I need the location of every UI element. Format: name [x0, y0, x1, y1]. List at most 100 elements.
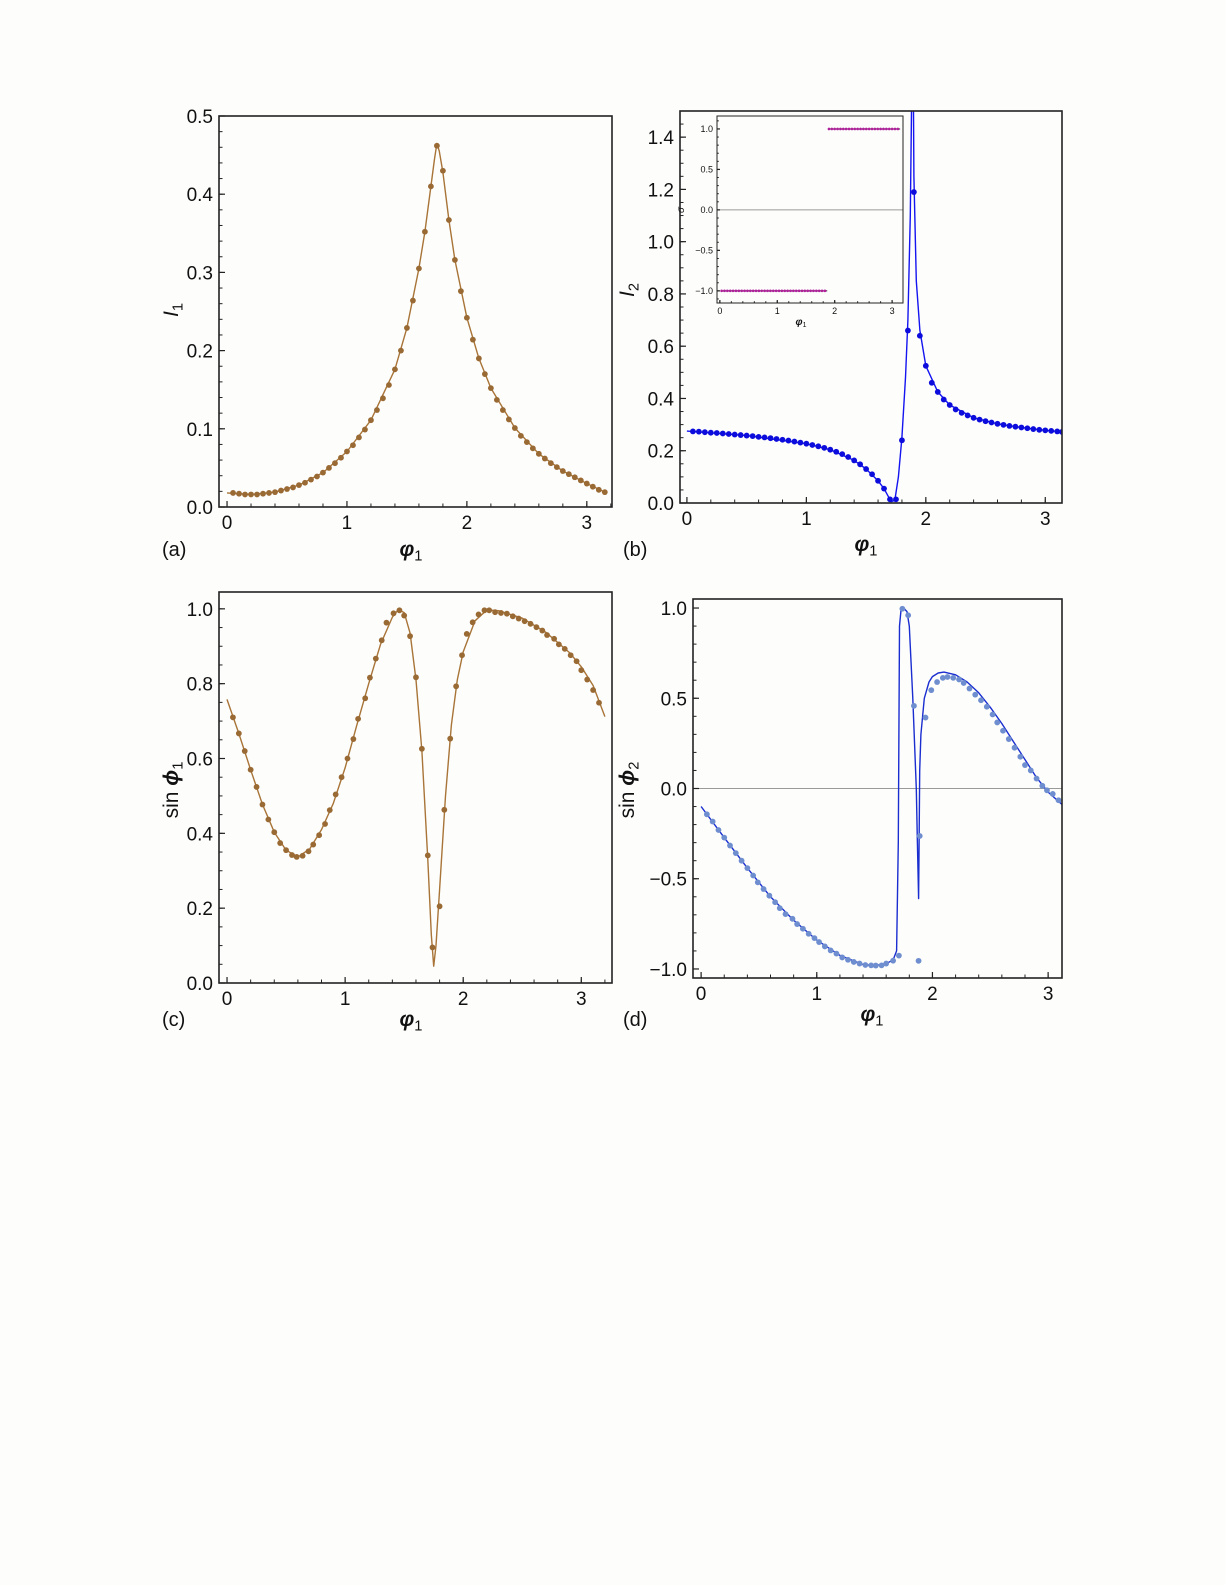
x-axis-label: φ1: [400, 1008, 423, 1034]
data-point: [727, 842, 733, 849]
y-axis-label: I1: [160, 303, 186, 317]
y-tick-label: 1.0: [187, 600, 213, 621]
data-point: [517, 432, 524, 439]
x-tick-label: 3: [576, 989, 587, 1010]
data-point: [590, 687, 597, 693]
data-point: [326, 807, 333, 814]
sigma-point: [740, 289, 743, 293]
y-tick-label: 1.4: [648, 128, 675, 149]
data-point: [350, 736, 357, 742]
x-tick-label: 1: [340, 989, 351, 1010]
data-point: [1039, 782, 1046, 789]
data-point: [555, 641, 562, 648]
data-point: [833, 448, 840, 455]
data-point: [481, 607, 488, 614]
data-point: [958, 409, 965, 416]
data-point: [893, 496, 899, 503]
x-axis-label: φ1: [861, 1003, 884, 1029]
panel-label: (b): [623, 539, 647, 561]
plot-area: [686, 111, 1062, 503]
y-axis-label: σ: [676, 206, 687, 213]
data-point: [457, 288, 464, 295]
data-point: [418, 745, 425, 752]
data-point: [899, 437, 905, 444]
data-point: [827, 446, 834, 453]
data-point: [332, 791, 339, 798]
data-point: [332, 460, 338, 467]
data-point: [266, 490, 272, 496]
data-point: [895, 952, 902, 959]
data-point: [1030, 426, 1037, 432]
sigma-point: [751, 289, 755, 293]
data-point: [247, 766, 254, 773]
sigma-point: [748, 289, 752, 293]
data-point: [265, 816, 272, 823]
data-point: [429, 944, 436, 951]
y-tick-label: 1.0: [648, 233, 674, 254]
y-axis-label-subscript: 1: [170, 762, 186, 770]
data-point: [527, 620, 534, 627]
data-point: [475, 355, 482, 362]
data-point: [805, 930, 812, 937]
sigma-point: [841, 127, 845, 131]
sigma-point: [769, 289, 772, 293]
data-point: [259, 801, 266, 808]
data-point: [952, 406, 959, 413]
data-point: [413, 674, 419, 681]
sigma-point: [853, 127, 857, 131]
data-point: [811, 935, 818, 942]
data-point: [910, 189, 917, 195]
data-point: [392, 366, 398, 373]
data-point: [982, 418, 989, 425]
data-point: [571, 474, 578, 481]
panel-label: (a): [162, 539, 186, 561]
y-tick-label: 1.2: [648, 180, 674, 201]
data-point: [970, 414, 977, 421]
data-point: [422, 228, 428, 235]
x-tick-label: 1: [775, 306, 780, 316]
data-point: [922, 362, 929, 369]
data-point: [486, 607, 493, 614]
data-point: [551, 635, 558, 642]
data-point: [463, 314, 470, 321]
data-point: [799, 925, 806, 932]
data-point: [749, 433, 756, 439]
x-tick-label: 3: [1040, 509, 1051, 530]
data-point: [515, 615, 522, 622]
x-tick-label: 1: [801, 509, 812, 530]
data-point: [561, 645, 568, 652]
data-point: [521, 618, 528, 625]
data-point: [1012, 423, 1019, 430]
panel-label: (c): [162, 1009, 185, 1031]
data-point: [320, 469, 326, 476]
data-point: [498, 610, 504, 616]
data-point: [254, 491, 260, 498]
data-point: [776, 905, 783, 912]
data-point: [821, 444, 828, 451]
data-point: [839, 954, 846, 961]
sigma-point: [873, 127, 877, 131]
data-point: [881, 485, 887, 492]
data-point: [851, 457, 858, 464]
data-point: [1055, 797, 1062, 804]
y-axis-label-symbol: I: [160, 311, 183, 317]
sigma-point: [757, 289, 761, 293]
data-point: [565, 471, 572, 478]
sigma-point: [806, 289, 810, 293]
x-tick-label: 0: [717, 306, 722, 316]
data-point: [338, 774, 345, 781]
data-point: [451, 256, 458, 263]
data-point: [1024, 425, 1031, 432]
x-tick-label: 0: [682, 509, 693, 530]
y-axis-label-symbol: σ: [676, 206, 687, 213]
sigma-point: [823, 289, 827, 293]
sigma-point: [797, 289, 801, 293]
data-point: [440, 167, 446, 174]
data-point: [738, 857, 745, 864]
data-point: [928, 379, 935, 386]
data-point: [1044, 787, 1050, 794]
data-point: [316, 832, 323, 839]
sigma-point: [847, 127, 851, 131]
sigma-point: [780, 289, 784, 293]
